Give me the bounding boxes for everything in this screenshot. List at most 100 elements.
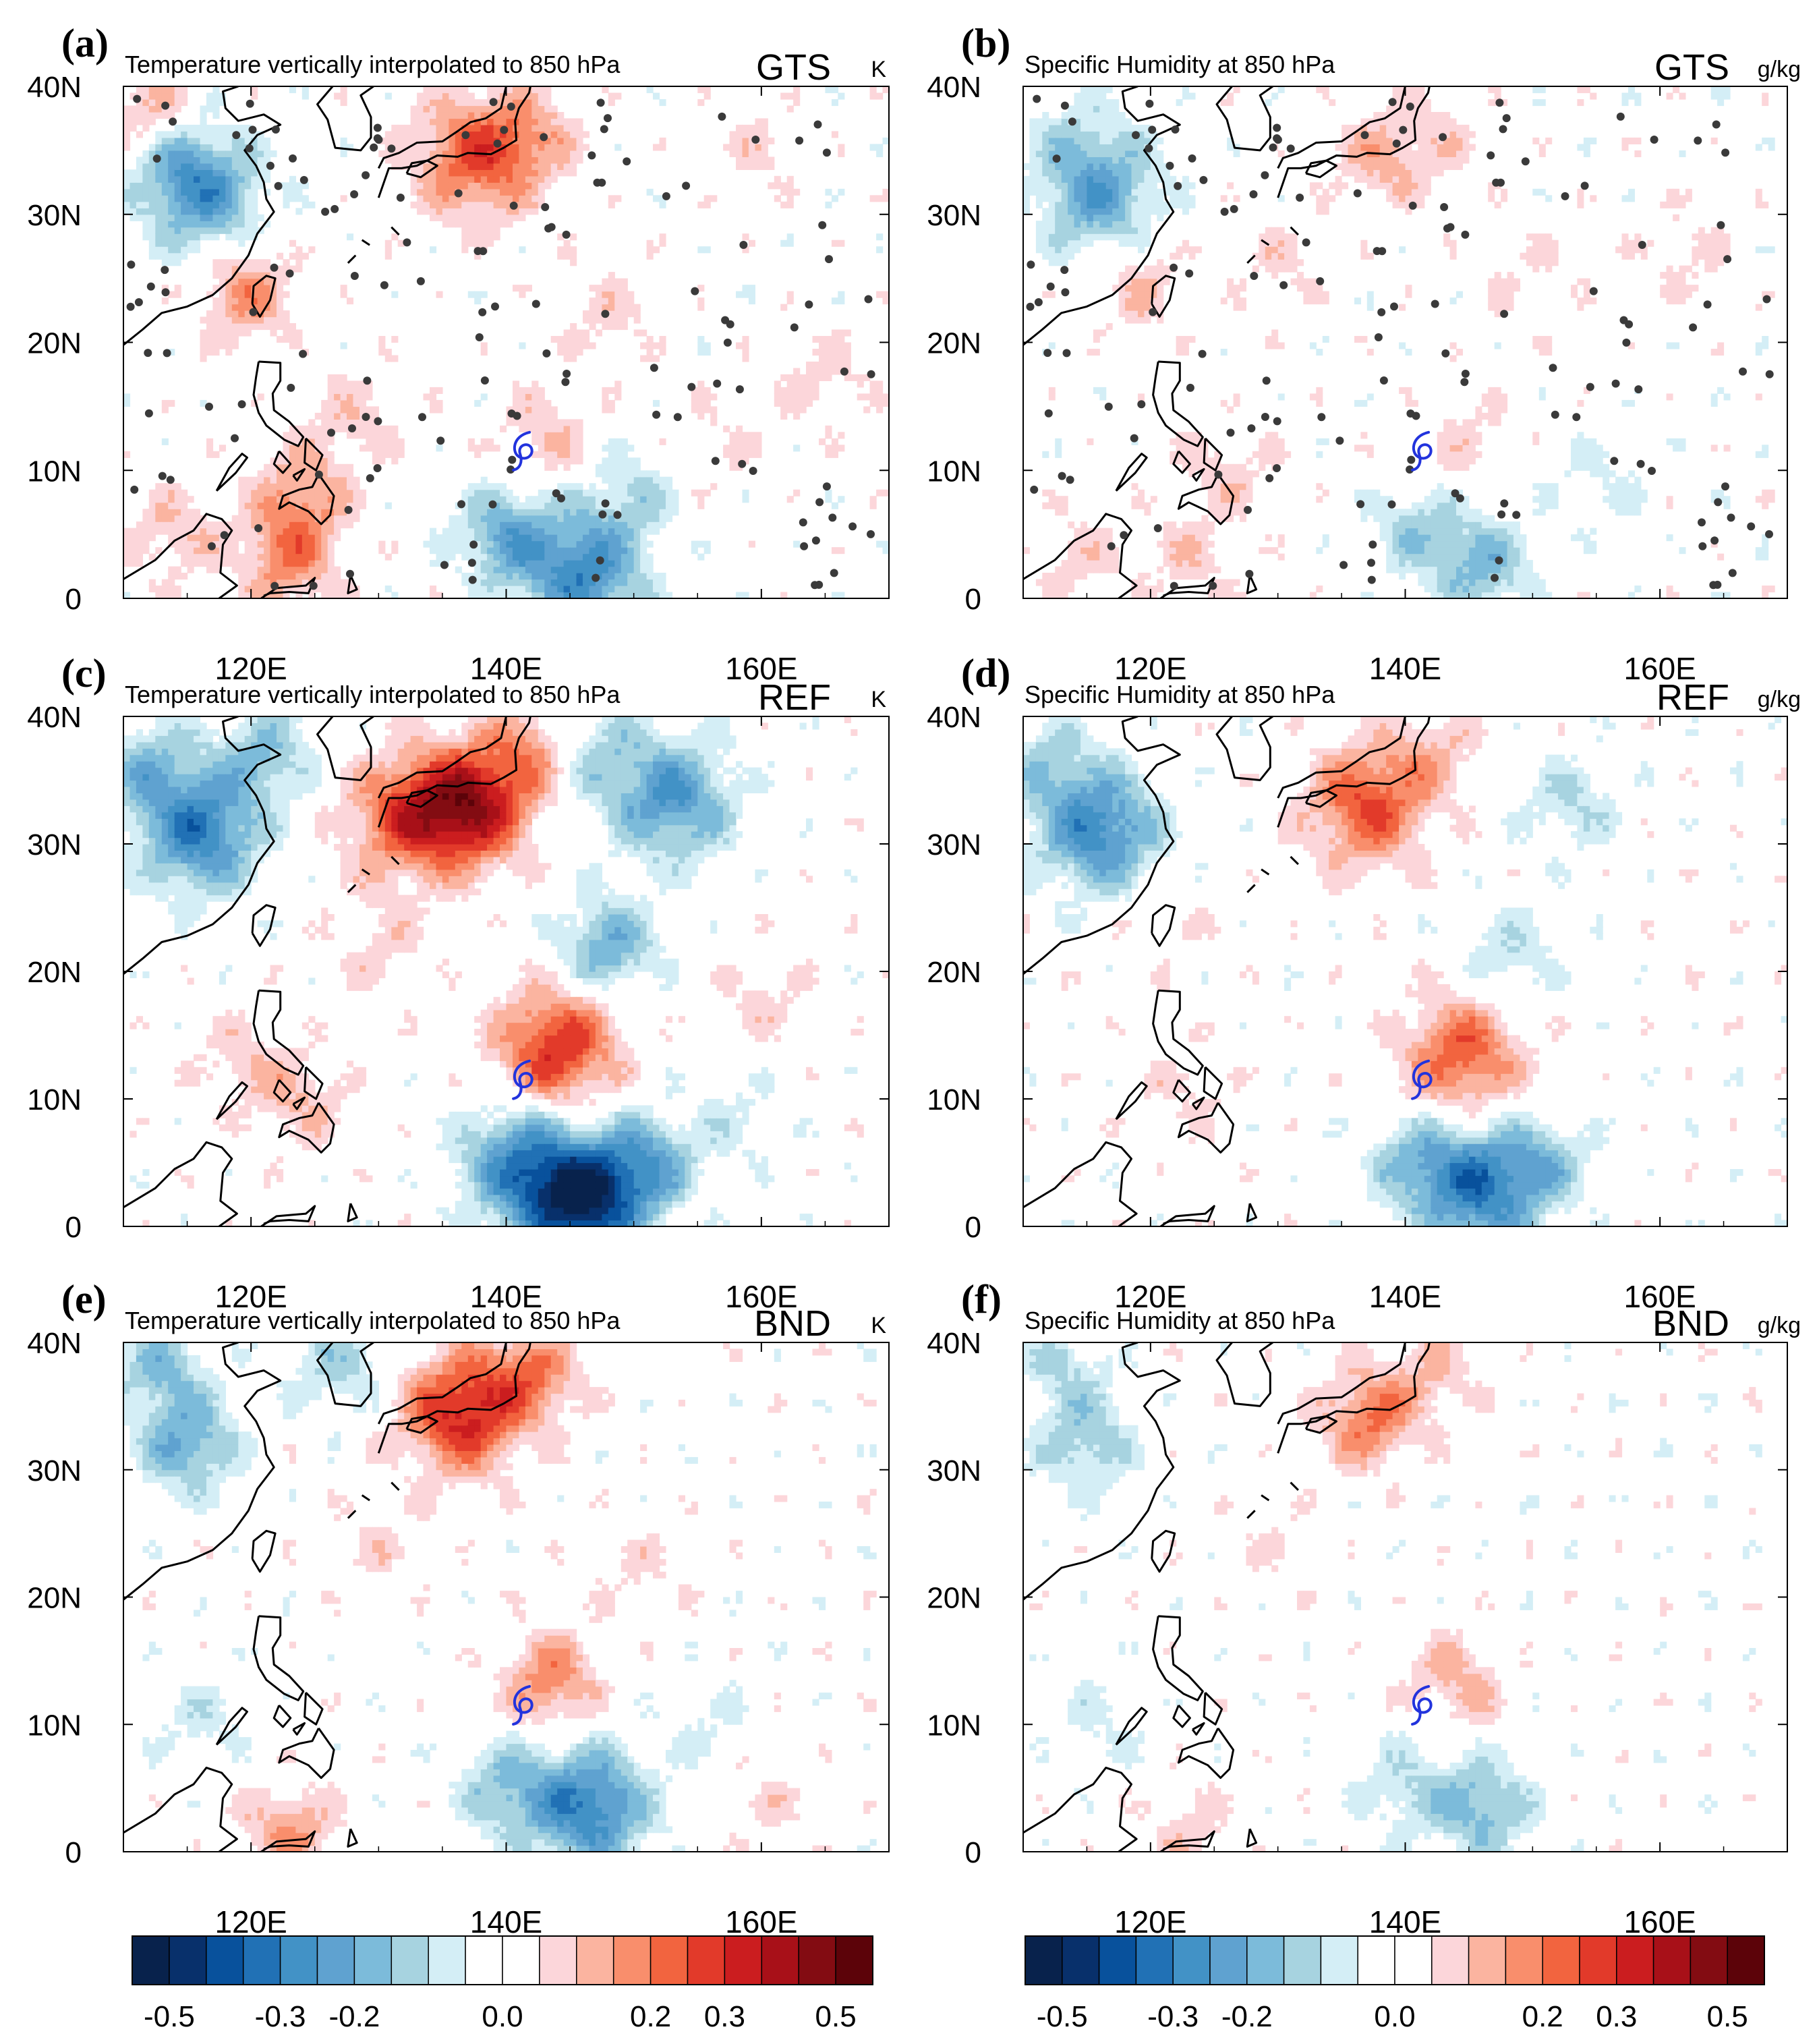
anomaly-cell xyxy=(423,201,430,208)
anomaly-cell xyxy=(1105,175,1113,183)
anomaly-cell xyxy=(513,573,520,580)
anomaly-cell xyxy=(474,521,482,529)
anomaly-cell xyxy=(608,560,615,567)
anomaly-cell xyxy=(633,534,641,542)
anomaly-cell xyxy=(513,553,520,561)
anomaly-cell xyxy=(1386,157,1393,164)
anomaly-cell xyxy=(1271,445,1279,452)
anomaly-cell xyxy=(755,131,762,138)
anomaly-cell xyxy=(557,502,565,509)
anomaly-cell xyxy=(500,105,507,113)
anomaly-cell xyxy=(244,534,252,542)
anomaly-cell xyxy=(155,214,163,221)
anomaly-cell xyxy=(225,336,233,343)
anomaly-cell xyxy=(1233,489,1240,496)
anomaly-cell xyxy=(1271,432,1279,439)
anomaly-cell xyxy=(231,285,239,292)
anomaly-cell xyxy=(277,451,284,458)
anomaly-cell xyxy=(1048,233,1056,241)
anomaly-cell xyxy=(148,214,156,221)
anomaly-cell xyxy=(327,387,335,394)
anomaly-cell xyxy=(181,201,188,208)
anomaly-cell xyxy=(225,342,233,349)
anomaly-cell xyxy=(295,445,303,452)
anomaly-cell xyxy=(672,502,679,509)
anomaly-cell xyxy=(742,438,749,445)
anomaly-cell xyxy=(1118,118,1126,125)
anomaly-cell xyxy=(461,540,469,548)
anomaly-cell xyxy=(831,438,838,445)
anomaly-cell xyxy=(212,304,220,311)
anomaly-cell xyxy=(614,445,622,452)
anomaly-cell xyxy=(1087,560,1094,567)
anomaly-cell xyxy=(1214,451,1221,458)
anomaly-cell xyxy=(519,188,526,196)
anomaly-cell xyxy=(557,419,565,426)
anomaly-cell xyxy=(869,387,877,394)
anomaly-cell xyxy=(1449,355,1457,362)
anomaly-cell xyxy=(1080,528,1087,535)
anomaly-cell xyxy=(519,175,526,183)
anomaly-cell xyxy=(487,586,494,593)
anomaly-cell xyxy=(755,150,762,157)
anomaly-cell xyxy=(1042,233,1049,241)
anomaly-cell xyxy=(295,547,303,555)
anomaly-cell xyxy=(563,131,571,138)
anomaly-cell xyxy=(301,553,309,561)
anomaly-cell xyxy=(1048,214,1056,221)
anomaly-cell xyxy=(1265,259,1272,266)
anomaly-cell xyxy=(181,182,188,190)
anomaly-cell xyxy=(755,124,762,132)
anomaly-cell xyxy=(500,515,507,522)
anomaly-cell xyxy=(703,489,711,496)
anomaly-cell xyxy=(608,451,615,458)
anomaly-cell xyxy=(646,342,654,349)
anomaly-cell xyxy=(410,157,417,164)
anomaly-cell xyxy=(742,592,749,598)
anomaly-cell xyxy=(1080,188,1087,196)
anomaly-cell xyxy=(353,489,360,496)
anomaly-cell xyxy=(570,579,577,586)
anomaly-cell xyxy=(430,157,437,164)
anomaly-cell xyxy=(1144,175,1151,183)
anomaly-cell xyxy=(1462,438,1470,445)
anomaly-cell xyxy=(1074,175,1081,183)
anomaly-cell xyxy=(1144,208,1151,215)
anomaly-cell xyxy=(583,336,590,343)
anomaly-cell xyxy=(621,323,628,331)
anomaly-cell xyxy=(1048,496,1056,503)
anomaly-cell xyxy=(780,182,788,190)
anomaly-cell xyxy=(583,131,590,138)
anomaly-cell xyxy=(544,502,552,509)
anomaly-cell xyxy=(1443,137,1451,144)
anomaly-cell xyxy=(238,144,246,151)
anomaly-cell xyxy=(500,195,507,202)
anomaly-cell xyxy=(1048,221,1056,228)
anomaly-cell xyxy=(831,131,838,138)
anomaly-cell xyxy=(1099,195,1107,202)
anomaly-cell xyxy=(646,573,654,580)
anomaly-cell xyxy=(257,534,264,542)
anomaly-cell xyxy=(168,291,175,298)
anomaly-cell xyxy=(321,553,328,561)
anomaly-cell xyxy=(697,393,705,401)
anomaly-cell xyxy=(264,560,271,567)
anomaly-cell xyxy=(340,406,347,414)
anomaly-cell xyxy=(831,297,838,305)
anomaly-cell xyxy=(384,157,392,164)
anomaly-cell xyxy=(1252,451,1259,458)
anomaly-cell xyxy=(557,566,565,573)
anomaly-cell xyxy=(206,163,214,170)
china-coastline xyxy=(123,86,282,346)
anomaly-cell xyxy=(129,201,137,208)
anomaly-cell xyxy=(251,316,258,324)
anomaly-cell xyxy=(1360,175,1368,183)
anomaly-cell xyxy=(155,592,163,598)
anomaly-cell xyxy=(129,112,137,119)
anomaly-cell xyxy=(436,175,443,183)
anomaly-cell xyxy=(563,118,571,125)
anomaly-cell xyxy=(1233,592,1240,598)
anomaly-cell xyxy=(155,502,163,509)
anomaly-cell xyxy=(697,342,705,349)
anomaly-cell xyxy=(480,579,488,586)
